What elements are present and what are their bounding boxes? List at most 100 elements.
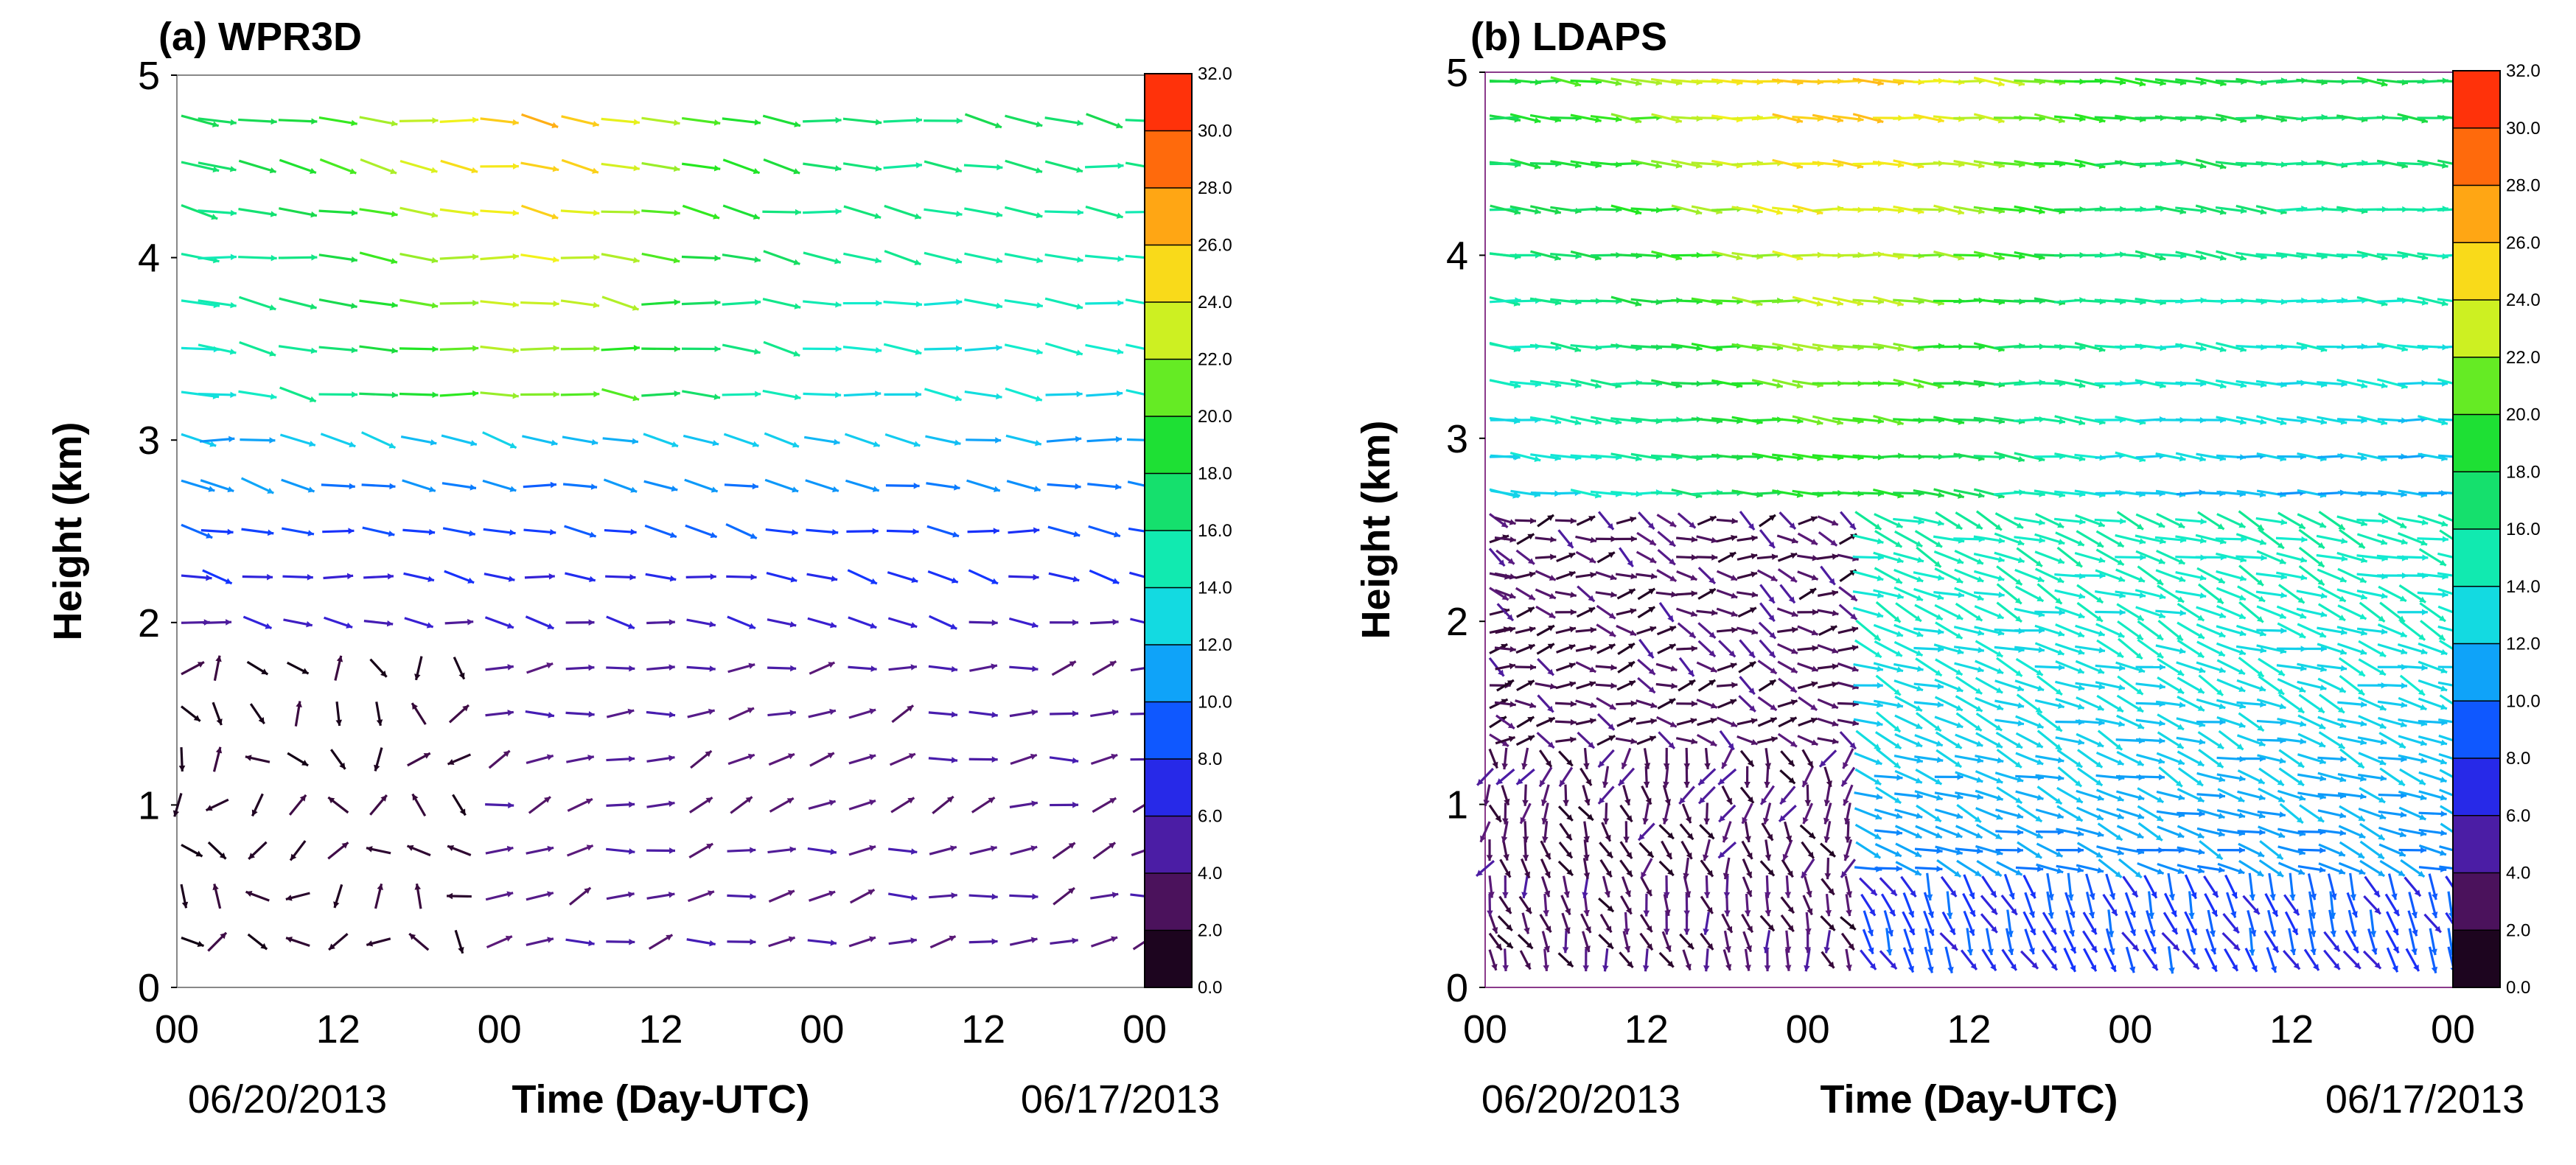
wind-vector-head <box>2379 651 2387 657</box>
wind-vector-head <box>1830 539 1837 546</box>
wind-vector-head <box>915 162 922 169</box>
wind-vector-head <box>956 345 963 352</box>
wind-vector-head <box>2442 536 2448 543</box>
colorbar-segment <box>2453 127 2500 186</box>
wind-vector-head <box>2096 814 2104 820</box>
wind-vector-head <box>1643 910 1650 917</box>
wind-vector-head <box>1650 573 1658 580</box>
wind-vector-head <box>2097 867 2104 874</box>
wind-vector-head <box>1996 794 2003 801</box>
wind-vector-head <box>1625 907 1632 914</box>
wind-vector-head <box>1647 850 1654 858</box>
wind-vector-head <box>1832 663 1839 670</box>
wind-vector-head <box>2199 667 2206 674</box>
wind-vector <box>964 207 1003 217</box>
wind-vector-head <box>212 121 219 127</box>
wind-vector-head <box>2420 794 2427 801</box>
wind-vector-head <box>1763 946 1770 954</box>
wind-vector <box>601 210 640 214</box>
wind-vector-head <box>2150 947 2157 954</box>
wind-vector-head <box>874 212 882 220</box>
wind-vector-head <box>2077 668 2084 674</box>
wind-vector-head <box>351 346 357 354</box>
wind-vector-head <box>1722 872 1730 880</box>
wind-vector-head <box>1610 574 1617 581</box>
wind-vector-head <box>1109 798 1117 804</box>
wind-vector <box>641 301 680 306</box>
wind-vector-head <box>1768 651 1776 658</box>
wind-vector <box>842 117 882 125</box>
wind-vector-head <box>1117 256 1124 262</box>
wind-vector-head <box>1837 300 1843 307</box>
wind-vector-head <box>329 943 335 950</box>
wind-vector-head <box>1683 910 1690 917</box>
wind-vector-head <box>1893 616 1901 623</box>
wind-vector-head <box>673 256 680 264</box>
wind-vector-head <box>1770 575 1778 581</box>
wind-vector-head <box>714 255 721 262</box>
wind-vector-head <box>2057 774 2064 781</box>
wind-vector-head <box>1810 516 1818 522</box>
wind-vector-head <box>2310 893 2317 900</box>
wind-vector-head <box>709 620 716 628</box>
wind-vector-head <box>512 253 519 260</box>
wind-vector-head <box>1491 963 1498 970</box>
wind-vector-head <box>1751 739 1758 746</box>
wind-vector-head <box>1730 662 1737 669</box>
wind-vector-head <box>2411 948 2418 955</box>
wind-vector-head <box>336 655 343 662</box>
wind-vector-head <box>1547 643 1554 650</box>
wind-vector-head <box>1916 595 1923 601</box>
wind-vector-head <box>1506 942 1513 948</box>
wind-vector-head <box>1951 943 1958 951</box>
wind-vector-head <box>2239 419 2247 425</box>
wind-vector <box>681 301 721 306</box>
wind-vector <box>803 300 842 307</box>
wind-vector-head <box>230 209 237 217</box>
wind-vector-head <box>2090 965 2096 972</box>
wind-vector-head <box>2110 965 2116 972</box>
wind-vector-head <box>1111 936 1118 942</box>
wind-vector-head <box>951 892 957 899</box>
wind-vector-head <box>2090 928 2097 935</box>
wind-vector-head <box>2317 706 2325 713</box>
wind-vector-head <box>910 848 918 855</box>
wind-vector-head <box>2358 542 2365 548</box>
wind-vector-head <box>1667 615 1674 622</box>
wind-vector-head <box>1675 117 1682 124</box>
wind-vector-head <box>2177 867 2185 875</box>
wind-vector-head <box>2109 892 2116 900</box>
wind-vector-head <box>245 755 252 761</box>
wind-vector-head <box>2300 612 2306 619</box>
wind-vector-head <box>1887 929 1894 937</box>
wind-vector-head <box>1710 666 1717 673</box>
colorbar-tick-label: 2.0 <box>2506 920 2530 940</box>
wind-vector <box>883 301 923 306</box>
wind-vector-head <box>1502 965 1509 972</box>
wind-vector-head <box>1667 960 1674 968</box>
wind-vector-head <box>1936 865 1943 872</box>
wind-vector-head <box>2258 794 2266 801</box>
wind-vector-head <box>1975 705 1983 712</box>
wind-vector-head <box>431 256 439 264</box>
wind-vector-head <box>2057 576 2064 583</box>
y-tick-label: 5 <box>1446 51 1468 95</box>
wind-vector-head <box>1608 735 1616 741</box>
wind-vector-head <box>2178 522 2185 528</box>
colorbar-tick-label: 6.0 <box>2506 806 2530 826</box>
wind-vector-head <box>2217 742 2224 749</box>
wind-vector-head <box>1896 666 1903 673</box>
wind-vector-head <box>2155 834 2163 841</box>
wind-vector-head <box>2216 597 2224 604</box>
wind-vector-head <box>794 121 800 127</box>
wind-vector-head <box>2219 718 2226 726</box>
wind-vector-head <box>2238 796 2245 802</box>
wind-vector <box>198 209 237 215</box>
wind-vector-head <box>2440 850 2446 856</box>
wind-vector-head <box>2118 684 2125 690</box>
wind-vector-head <box>2318 741 2325 747</box>
wind-vector-head <box>2381 592 2388 599</box>
wind-vector-head <box>1523 871 1530 878</box>
wind-vector-head <box>1997 575 2005 581</box>
wind-vector-head <box>1521 892 1528 898</box>
